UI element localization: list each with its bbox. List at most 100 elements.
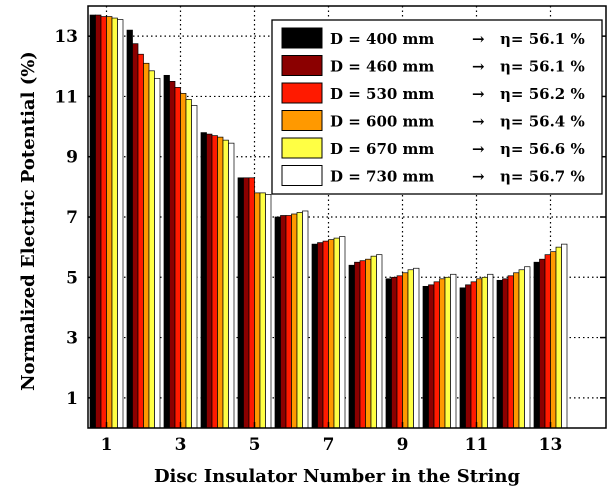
legend-swatch <box>281 165 323 186</box>
legend-efficiency: η= 56.1 % <box>500 58 585 76</box>
bar-11-series-3 <box>470 281 477 429</box>
bar-10-series-1 <box>422 285 429 429</box>
bar-2-series-6 <box>154 77 161 429</box>
bar-9-series-3 <box>396 275 403 429</box>
bar-1-series-2 <box>95 14 102 429</box>
bar-10-series-2 <box>428 284 435 429</box>
bar-4-series-4 <box>217 136 224 429</box>
bar-13-series-3 <box>544 254 551 429</box>
bar-7-series-6 <box>339 236 346 429</box>
bar-9-series-4 <box>402 272 409 429</box>
bar-11-series-2 <box>465 284 472 429</box>
legend: D = 400 mm → η= 56.1 % D = 460 mm → η= 56.1 %… <box>271 19 603 195</box>
y-tick-label: 3 <box>66 329 78 349</box>
bar-1-series-1 <box>89 14 96 429</box>
x-tick-label: 1 <box>101 435 113 455</box>
bar-13-series-2 <box>539 258 546 429</box>
bar-8-series-6 <box>376 254 383 429</box>
bar-5-series-5 <box>259 192 266 429</box>
bar-13-series-4 <box>550 251 557 429</box>
legend-arrow: → <box>472 85 485 103</box>
bar-3-series-4 <box>180 93 187 429</box>
y-axis-label: Normalized Electric Potential (%) <box>18 51 39 391</box>
bar-3-series-1 <box>163 74 170 429</box>
bar-8-series-2 <box>354 261 361 429</box>
x-tick-label: 5 <box>249 435 261 455</box>
legend-efficiency: η= 56.2 % <box>500 85 585 103</box>
bar-6-series-5 <box>296 212 303 429</box>
legend-arrow: → <box>472 58 485 76</box>
bar-8-series-3 <box>359 260 366 429</box>
legend-efficiency: η= 56.1 % <box>500 30 585 48</box>
bar-11-series-5 <box>481 276 488 429</box>
bar-7-series-3 <box>322 240 329 429</box>
bar-5-series-1 <box>237 177 244 429</box>
bar-7-series-5 <box>333 237 340 429</box>
bar-5-series-4 <box>254 192 261 429</box>
bar-10-series-3 <box>433 281 440 429</box>
bar-2-series-1 <box>126 29 133 429</box>
legend-swatch <box>281 137 323 159</box>
y-tick-label: 7 <box>66 208 78 228</box>
legend-swatch <box>281 55 323 76</box>
bar-5-series-6 <box>265 194 272 429</box>
bar-10-series-6 <box>450 273 457 429</box>
x-tick-label: 9 <box>397 435 409 455</box>
bar-10-series-5 <box>444 276 451 429</box>
bar-11-series-1 <box>459 287 466 429</box>
legend-efficiency: η= 56.7 % <box>500 168 585 186</box>
legend-label: D = 670 mm <box>330 140 434 158</box>
bar-8-series-5 <box>370 255 377 429</box>
legend-label: D = 730 mm <box>330 168 434 186</box>
bar-13-series-5 <box>555 246 562 429</box>
bar-4-series-3 <box>211 135 218 429</box>
legend-swatch <box>281 110 323 131</box>
legend-arrow: → <box>472 168 485 186</box>
legend-label: D = 600 mm <box>330 113 434 131</box>
y-tick-label: 11 <box>54 87 78 107</box>
bar-11-series-6 <box>487 273 494 429</box>
bar-6-series-4 <box>291 213 298 429</box>
legend-arrow: → <box>472 113 485 131</box>
bar-7-series-1 <box>311 243 318 429</box>
bar-1-series-3 <box>100 16 107 429</box>
bar-2-series-3 <box>137 53 144 429</box>
bar-6-series-3 <box>285 215 292 429</box>
y-tick-label: 1 <box>66 389 78 409</box>
x-tick-label: 3 <box>175 435 187 455</box>
bar-12-series-6 <box>524 266 531 429</box>
bar-7-series-4 <box>328 239 335 429</box>
bar-2-series-4 <box>143 62 150 429</box>
bar-7-series-2 <box>317 242 324 429</box>
bar-2-series-5 <box>148 70 155 429</box>
bar-12-series-5 <box>518 269 525 429</box>
legend-label: D = 530 mm <box>330 85 434 103</box>
bar-4-series-5 <box>222 139 229 429</box>
bar-9-series-6 <box>413 267 420 429</box>
bar-6-series-1 <box>274 216 281 429</box>
bar-3-series-3 <box>174 87 181 429</box>
bar-10-series-4 <box>439 278 446 429</box>
legend-arrow: → <box>472 140 485 158</box>
legend-efficiency: η= 56.4 % <box>500 113 585 131</box>
bar-4-series-2 <box>206 133 213 429</box>
y-tick-label: 13 <box>54 27 78 47</box>
bar-13-series-6 <box>561 243 568 429</box>
bar-12-series-2 <box>502 278 509 429</box>
y-tick-label: 9 <box>66 148 78 168</box>
bar-12-series-1 <box>496 279 503 429</box>
legend-efficiency: η= 56.6 % <box>500 140 585 158</box>
legend-arrow: → <box>472 30 485 48</box>
x-axis-label: Disc Insulator Number in the String <box>154 466 521 487</box>
bar-1-series-5 <box>111 17 118 429</box>
bar-4-series-1 <box>200 132 207 429</box>
bar-9-series-2 <box>391 276 398 429</box>
legend-label: D = 400 mm <box>330 30 434 48</box>
bar-6-series-6 <box>302 210 309 429</box>
bar-3-series-6 <box>191 105 198 429</box>
bar-8-series-4 <box>365 258 372 429</box>
bar-3-series-2 <box>169 81 176 429</box>
bar-1-series-6 <box>117 19 124 429</box>
